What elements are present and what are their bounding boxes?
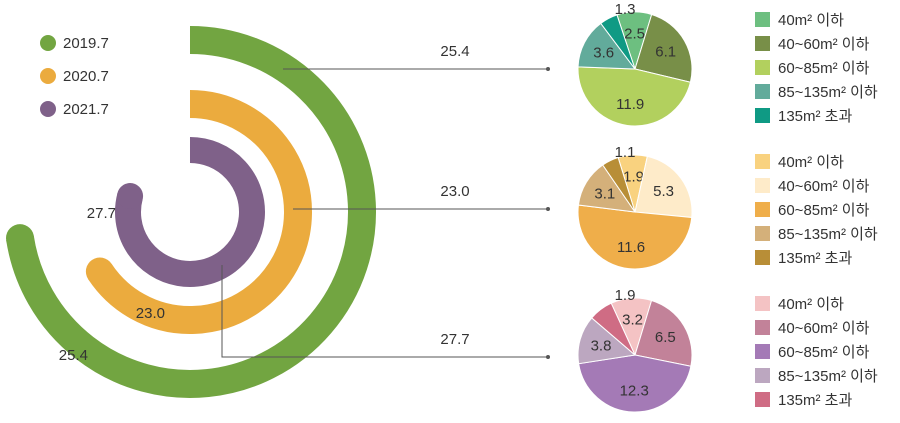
leader-lines: 25.4 23.0 27.7 [221,43,550,359]
year-legend-label: 2019.7 [63,35,109,52]
pie-legends: 40m² 이하 40~60m² 이하 60~85m² 이하 85~135m² 이하 13… [755,12,878,409]
pie-slice-label: 11.9 [616,96,644,113]
radial-bar-value: 25.4 [59,347,88,364]
pie-legend-label: 135m² 초과 [778,108,852,125]
pie-slice-label: 5.3 [653,183,674,200]
pie-legend-label: 85~135m² 이하 [778,368,878,385]
pie-slice [634,299,693,367]
pie-legend-label: 40~60m² 이하 [778,36,870,53]
pie-slice-label: 2.5 [624,26,645,43]
pie-legend-label: 60~85m² 이하 [778,60,870,77]
pie-legend-swatch [755,202,770,217]
pie-slice [578,354,692,413]
pie-legend-swatch [755,392,770,407]
pie-legend-label: 85~135m² 이하 [778,84,878,101]
pie-legend-swatch [755,250,770,265]
leader-line [221,265,548,358]
year-legend-marker [40,68,56,84]
pie-legend-swatch [755,320,770,335]
pie-legend-swatch [755,12,770,27]
radial-bar-2021.7 [115,137,265,287]
pie-slice-label: 1.9 [623,169,644,186]
pie-legend-swatch [755,296,770,311]
pie-slice-label: 11.6 [617,239,645,256]
pie-legend-label: 40~60m² 이하 [778,320,870,337]
pie-legend-label: 40m² 이하 [778,296,844,313]
pie-slice-label: 3.8 [591,337,612,354]
pie-legend-label: 85~135m² 이하 [778,226,878,243]
radial-bar-2020.7 [88,90,312,334]
pie-charts: 2.5 6.1 11.9 3.6 1.3 1.9 5.3 11.6 3.1 1.1 3.2 6.5 12… [577,1,693,413]
radial-bar-cap [117,183,144,210]
radial-bars: 25.4 23.0 27.7 [6,26,376,398]
pie-legend-swatch [755,36,770,51]
radial-bar-cap [6,224,34,253]
year-legend: 2019.7 2020.7 2021.7 [40,35,109,118]
pie-legend-swatch [755,368,770,383]
pie-legend-label: 135m² 초과 [778,392,852,409]
pie-legend-swatch [755,178,770,193]
pie-legend-swatch [755,84,770,99]
pie-slice [634,155,693,218]
pie-legend-swatch [755,108,770,123]
radial-bar-value: 27.7 [87,205,116,222]
pie-slice-label: 1.1 [615,144,636,161]
pie-legend-label: 40m² 이하 [778,154,844,171]
pie-slice [577,66,692,127]
radial-bar-2019.7 [6,26,376,398]
pie-slice-label: 3.2 [622,312,643,329]
pie-legend-swatch [755,344,770,359]
leader-value: 25.4 [440,43,469,60]
pie-slice [600,14,636,70]
pie-slice-label: 6.1 [655,44,676,61]
radial-bar-cap [85,257,114,286]
leader-value: 23.0 [440,183,469,200]
pie-legend-swatch [755,226,770,241]
pie-legend-swatch [755,60,770,75]
pie-slice [591,302,636,356]
leader-dot [546,355,550,359]
pie-slice-label: 6.5 [655,329,676,346]
pie-slice-label: 3.6 [593,45,614,62]
pie-legend-label: 135m² 초과 [778,250,852,267]
pie-slice [577,22,637,70]
pie-slice [602,156,636,213]
pie-legend-label: 40m² 이하 [778,12,844,29]
pie-legend-label: 60~85m² 이하 [778,344,870,361]
leader-value: 27.7 [440,331,469,348]
pie-legend-swatch [755,154,770,169]
radial-bar-value: 23.0 [136,305,165,322]
leader-dot [546,207,550,211]
pie-legend-label: 60~85m² 이하 [778,202,870,219]
pie-legend-label: 40~60m² 이하 [778,178,870,195]
year-legend-marker [40,35,56,51]
pie-slice [577,204,693,270]
year-legend-label: 2020.7 [63,68,109,85]
leader-dot [546,67,550,71]
year-legend-marker [40,101,56,117]
pie-slice-label: 12.3 [620,382,649,399]
pie-slice-label: 1.3 [615,1,636,18]
pie-slice-label: 1.9 [615,287,636,304]
year-legend-label: 2021.7 [63,101,109,118]
pie-slice-label: 3.1 [594,186,615,203]
pie-slice [634,13,693,83]
